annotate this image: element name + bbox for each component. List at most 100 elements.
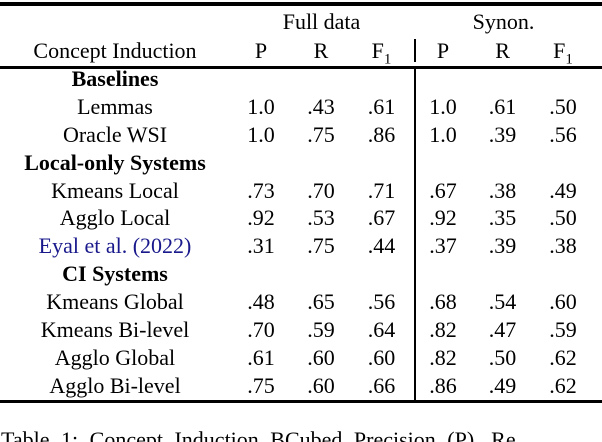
metric-subscript: 1 — [565, 50, 573, 65]
table-top-rule — [0, 2, 602, 6]
group-header-synon: Synon. — [472, 9, 535, 34]
value-cell-full-0: .61 — [247, 344, 275, 370]
system-label: Agglo Bi-level — [49, 372, 181, 398]
metric-base: F — [553, 37, 566, 63]
corner-spacer — [0, 8, 230, 36]
value-cell-synon-2: .62 — [549, 344, 577, 370]
value-cell-synon-2: .56 — [549, 121, 577, 147]
metric-header-full-r: R — [292, 36, 350, 65]
label-cell: Agglo Local — [0, 204, 230, 232]
empty-cell — [473, 149, 532, 177]
empty-cell — [473, 65, 532, 93]
metric-header-synon-p: P — [413, 36, 473, 65]
value-cell-synon-2: .59 — [549, 316, 577, 342]
results-table: Full data Synon. Concept Induction P R F1 P… — [0, 8, 602, 400]
value-cell-full-2: .67 — [367, 205, 396, 231]
system-label: Oracle WSI — [62, 121, 168, 147]
metric-base: P — [254, 37, 268, 63]
label-cell: Lemmas — [0, 93, 230, 121]
value-cell-full-2: .86 — [367, 121, 396, 147]
table-header-rule — [0, 66, 602, 69]
citation-link[interactable]: Eyal et al. (2022) — [38, 233, 192, 259]
label-cell: Agglo Bi-level — [0, 372, 230, 400]
value-cell-full-1: .60 — [307, 344, 335, 370]
label-cell: Oracle WSI — [0, 121, 230, 149]
value-cell-synon-1: .54 — [488, 289, 517, 315]
empty-cell — [230, 149, 292, 177]
value-cell-full-1: .59 — [307, 316, 335, 342]
value-cell-synon-2: .49 — [549, 177, 577, 203]
value-cell-full-1: .60 — [307, 372, 335, 398]
metric-base: P — [436, 37, 450, 63]
value-cell-full-1: .53 — [307, 205, 335, 231]
metric-header-full-p: P — [230, 36, 292, 65]
metric-base: F — [371, 37, 384, 63]
value-cell-full-1: .75 — [307, 121, 335, 147]
table-row: Eyal et al. (2022) .31 .75 .44 .37 .39 .38 — [0, 232, 602, 260]
empty-cell — [350, 149, 413, 177]
system-label: Kmeans Global — [46, 289, 184, 315]
table-row: Kmeans Bi-level .70 .59 .64 .82 .47 .59 — [0, 316, 602, 344]
value-cell-full-1: .43 — [307, 93, 335, 119]
column-divider-header — [414, 39, 416, 62]
value-cell-synon-0: .92 — [429, 205, 457, 231]
metric-subscript: 1 — [383, 50, 392, 65]
value-cell-full-0: 1.0 — [247, 93, 275, 119]
table-bottom-rule — [0, 400, 602, 403]
value-cell-full-2: .71 — [367, 177, 396, 203]
label-cell: Kmeans Bi-level — [0, 316, 230, 344]
section-header-row: CI Systems — [0, 260, 602, 288]
label-cell: CI Systems — [0, 260, 230, 288]
system-label: Kmeans Local — [51, 177, 179, 203]
empty-cell — [413, 149, 473, 177]
value-cell-synon-0: .82 — [429, 344, 457, 370]
value-cell-synon-0: 1.0 — [429, 121, 457, 147]
table-row: Kmeans Local .73 .70 .71 .67 .38 .49 — [0, 177, 602, 205]
empty-cell — [413, 260, 473, 288]
value-cell-synon-0: .86 — [429, 372, 457, 398]
table-row: Agglo Global .61 .60 .60 .82 .50 .62 — [0, 344, 602, 372]
system-label: Agglo Global — [54, 344, 176, 370]
value-cell-synon-1: .47 — [488, 316, 517, 342]
value-cell-full-1: .70 — [307, 177, 335, 203]
label-cell: Kmeans Global — [0, 288, 230, 316]
section-header-row: Local-only Systems — [0, 149, 602, 177]
table-row: Agglo Local .92 .53 .67 .92 .35 .50 — [0, 204, 602, 232]
empty-cell — [292, 149, 350, 177]
system-label: Kmeans Bi-level — [40, 316, 190, 342]
metric-header-synon-f1: F1 — [532, 36, 602, 66]
table-row: Oracle WSI 1.0 .75 .86 1.0 .39 .56 — [0, 121, 602, 149]
label-cell: Baselines — [0, 65, 230, 93]
table-row: Lemmas 1.0 .43 .61 1.0 .61 .50 — [0, 93, 602, 121]
value-cell-synon-0: .37 — [429, 233, 457, 259]
value-cell-synon-1: .50 — [488, 344, 517, 370]
empty-cell — [413, 65, 473, 93]
value-cell-full-0: 1.0 — [247, 121, 275, 147]
value-cell-full-2: .61 — [367, 93, 396, 119]
empty-cell — [532, 260, 602, 288]
section-label: Baselines — [71, 65, 159, 91]
value-cell-synon-0: .67 — [429, 177, 457, 203]
value-cell-full-0: .31 — [247, 233, 275, 259]
value-cell-full-2: .64 — [367, 316, 396, 342]
empty-cell — [230, 65, 292, 93]
empty-cell — [292, 65, 350, 93]
empty-cell — [230, 260, 292, 288]
value-cell-full-1: .65 — [307, 289, 335, 315]
table-row: Kmeans Global .48 .65 .56 .68 .54 .60 — [0, 288, 602, 316]
empty-cell — [350, 260, 413, 288]
value-cell-full-2: .56 — [367, 289, 396, 315]
value-cell-full-0: .92 — [247, 205, 275, 231]
label-cell: Kmeans Local — [0, 177, 230, 205]
value-cell-synon-0: .68 — [429, 289, 457, 315]
empty-cell — [473, 260, 532, 288]
value-cell-synon-0: 1.0 — [429, 93, 457, 119]
value-cell-synon-1: .35 — [488, 205, 517, 231]
system-label: Agglo Local — [59, 205, 171, 231]
column-divider-body — [414, 69, 416, 400]
value-cell-synon-2: .60 — [549, 289, 577, 315]
value-cell-full-0: .73 — [247, 177, 275, 203]
value-cell-full-2: .60 — [367, 344, 396, 370]
table-metric-header-row: Concept Induction P R F1 P R F1 — [0, 36, 602, 66]
